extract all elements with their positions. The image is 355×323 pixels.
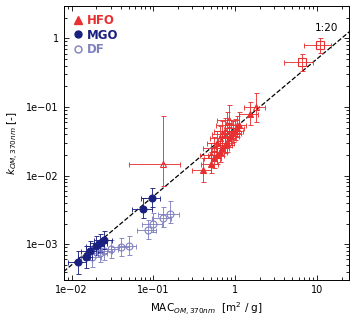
Text: 1:20: 1:20 <box>315 23 338 33</box>
Legend: HFO, MGO, DF: HFO, MGO, DF <box>70 11 121 59</box>
Y-axis label: $k_{OM,370nm}$ [-]: $k_{OM,370nm}$ [-] <box>6 111 21 175</box>
X-axis label: MAC$_{OM,370nm}$  [m$^{2}$ / g]: MAC$_{OM,370nm}$ [m$^{2}$ / g] <box>150 300 263 318</box>
